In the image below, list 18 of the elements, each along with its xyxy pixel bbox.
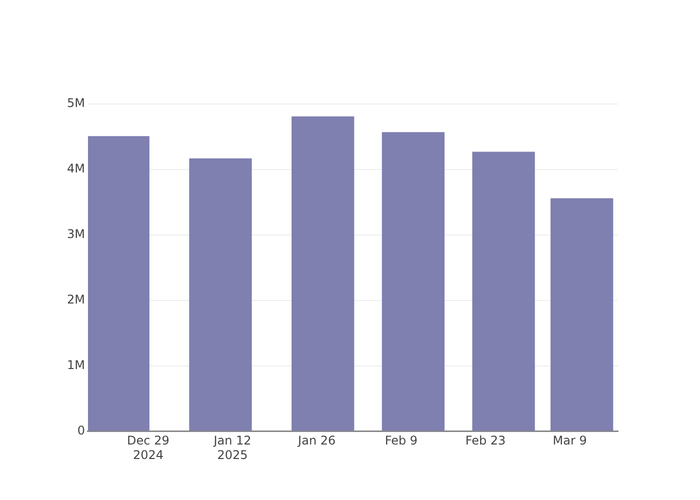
- y-tick-label: 2M: [66, 292, 85, 306]
- y-tick-label: 0: [77, 423, 85, 438]
- x-tick-label: Feb 23: [465, 434, 506, 448]
- bar: [472, 152, 535, 431]
- bar: [88, 136, 150, 431]
- x-tick-label: Dec 29 2024: [127, 434, 170, 462]
- y-tick-label: 4M: [66, 162, 85, 176]
- bar: [550, 198, 614, 431]
- x-tick-label: Mar 9: [552, 434, 587, 448]
- y-tick-label: 3M: [66, 227, 85, 242]
- x-tick-label: Jan 12 2025: [212, 434, 252, 462]
- y-tick-label: 1M: [66, 358, 85, 372]
- y-tick-label: 5M: [66, 96, 85, 110]
- bar: [189, 158, 252, 431]
- bar: [382, 132, 445, 431]
- x-tick-label: Feb 9: [384, 434, 418, 448]
- x-tick-label: Jan 26: [297, 434, 336, 448]
- bar: [292, 116, 354, 431]
